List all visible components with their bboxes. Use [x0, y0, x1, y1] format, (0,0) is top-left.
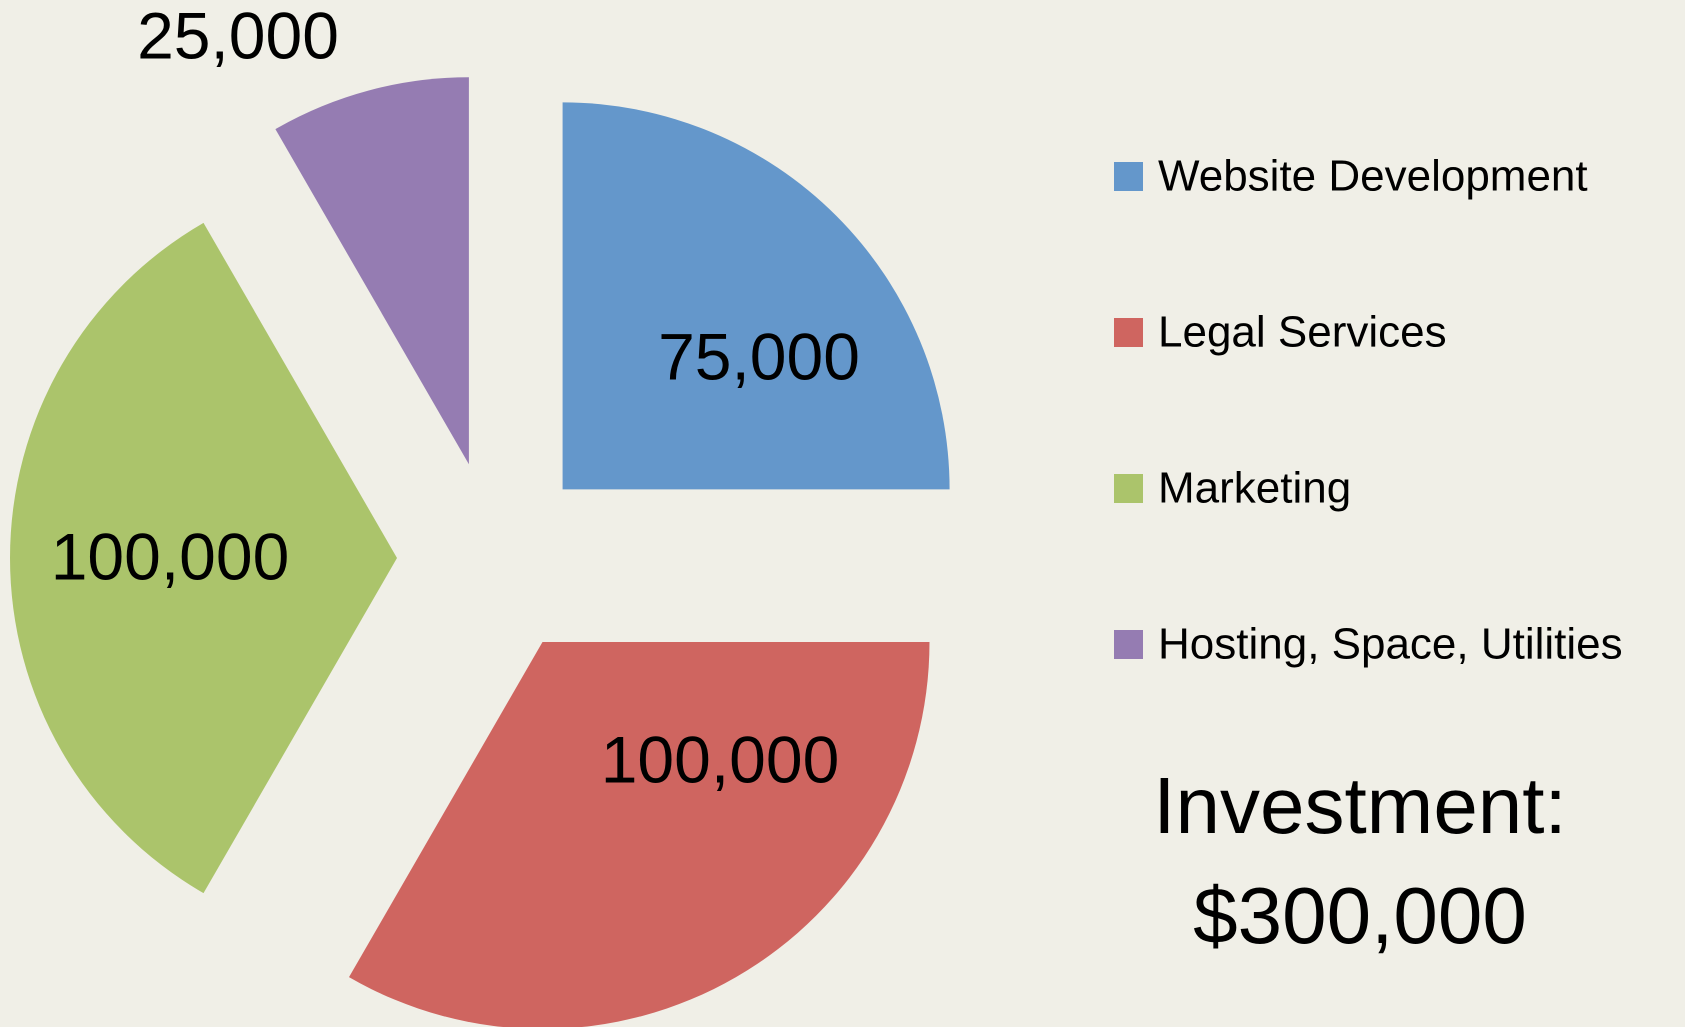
pie-slice: [275, 77, 469, 465]
annotation: $300,000: [1193, 871, 1527, 960]
legend-swatch: [1114, 474, 1143, 503]
legend-swatch: [1114, 318, 1143, 347]
legend-swatch: [1114, 162, 1143, 191]
legend-label: Website Development: [1158, 152, 1588, 201]
data-label: 100,000: [51, 519, 290, 593]
pie-slice: [349, 642, 930, 1027]
legend-swatch: [1114, 630, 1143, 659]
data-label: 75,000: [658, 319, 860, 393]
annotation: Investment:: [1153, 761, 1567, 850]
pie-slice: [10, 222, 397, 894]
legend-label: Marketing: [1158, 464, 1351, 513]
legend-label: Hosting, Space, Utilities: [1158, 620, 1623, 669]
pie-slice: [562, 102, 950, 490]
legend-label: Legal Services: [1158, 308, 1447, 357]
data-label: 100,000: [601, 722, 840, 796]
data-label: 25,000: [137, 0, 339, 72]
